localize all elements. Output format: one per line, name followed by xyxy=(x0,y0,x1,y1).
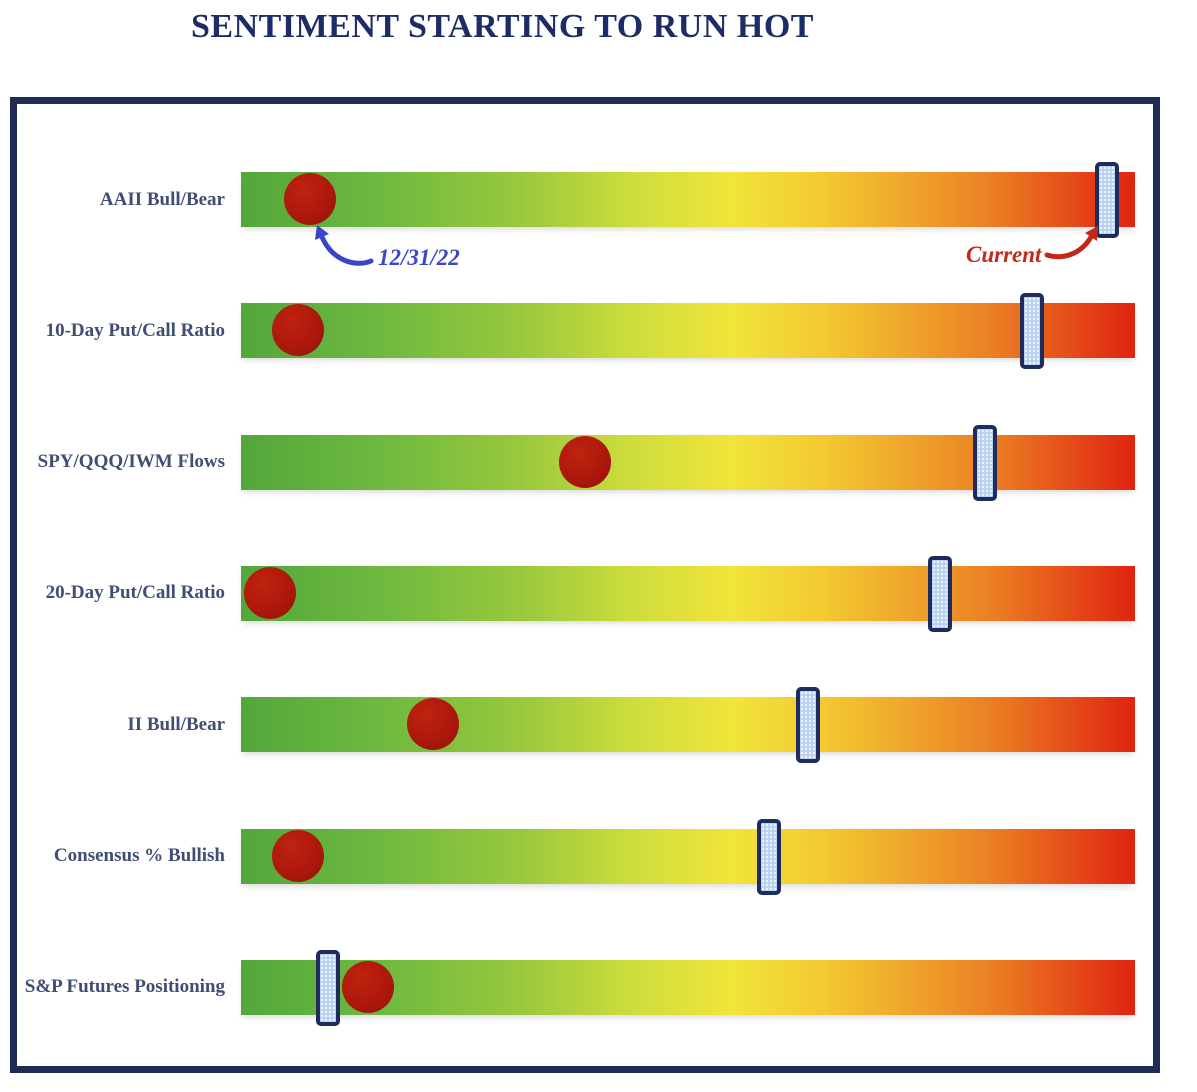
indicator-row: 10-Day Put/Call Ratio xyxy=(17,293,1153,370)
indicator-label: AAII Bull/Bear xyxy=(99,188,225,210)
indicator-label: Consensus % Bullish xyxy=(53,845,225,866)
dec-31-22-dot xyxy=(272,829,325,882)
dec-31-22-dot xyxy=(243,566,296,619)
indicator-label: S&P Futures Positioning xyxy=(24,976,225,998)
sentiment-gradient-bar xyxy=(241,949,1135,1026)
sentiment-gradient-bar xyxy=(241,687,1135,764)
indicator-row: AAII Bull/Bear xyxy=(17,162,1153,238)
dec-31-22-dot xyxy=(341,960,394,1013)
indicator-label: 10-Day Put/Call Ratio xyxy=(45,319,225,341)
indicator-row: SPY/QQQ/IWM Flows xyxy=(17,424,1153,501)
sentiment-gradient-bar xyxy=(241,424,1135,501)
current-marker xyxy=(757,818,782,895)
indicator-row: II Bull/Bear xyxy=(17,687,1153,764)
indicator-label: SPY/QQQ/IWM Flows xyxy=(37,451,225,473)
title-wrap: SENTIMENT STARTING TO RUN HOT xyxy=(0,8,1005,46)
current-marker xyxy=(972,424,997,501)
indicator-row: S&P Futures Positioning xyxy=(17,949,1153,1026)
chart-frame: AAII Bull/Bear 10-Day Put/Call Ratio SPY… xyxy=(10,97,1160,1073)
sentiment-gradient-bar xyxy=(241,555,1135,632)
indicator-label: 20-Day Put/Call Ratio xyxy=(45,582,225,604)
current-marker xyxy=(1095,162,1120,238)
indicator-row: 20-Day Put/Call Ratio xyxy=(17,555,1153,632)
sentiment-gradient-bar xyxy=(241,162,1135,238)
page-title: SENTIMENT STARTING TO RUN HOT xyxy=(191,8,814,45)
dec-31-22-dot xyxy=(559,435,612,488)
gauge-rows: AAII Bull/Bear 10-Day Put/Call Ratio SPY… xyxy=(17,104,1153,1066)
current-marker xyxy=(795,687,820,764)
current-marker xyxy=(1020,293,1045,370)
dec-31-22-dot xyxy=(283,173,336,225)
indicator-label: II Bull/Bear xyxy=(127,713,225,735)
sentiment-gradient-bar xyxy=(241,293,1135,370)
dec-31-22-dot xyxy=(272,304,325,357)
dec-31-22-dot xyxy=(407,698,460,751)
current-marker xyxy=(928,555,953,632)
indicator-row: Consensus % Bullish xyxy=(17,818,1153,895)
current-marker xyxy=(315,949,340,1026)
sentiment-gradient-bar xyxy=(241,818,1135,895)
